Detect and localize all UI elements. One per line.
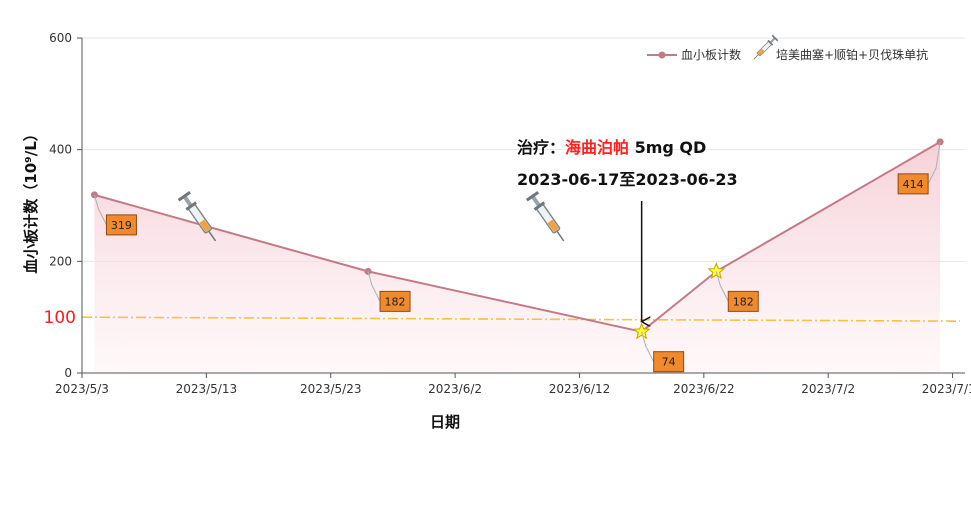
syringe-flange [767, 39, 774, 46]
reference-line-group: 100 [44, 308, 961, 328]
y-tick-label: 600 [49, 31, 72, 45]
data-label: 74 [662, 356, 676, 369]
syringe-flange [185, 201, 197, 211]
syringe-plunger [531, 195, 542, 208]
data-label-leader [927, 141, 941, 185]
annotation-drug: 海曲泊帕 [565, 138, 629, 157]
x-tick-label: 2023/5/3 [55, 382, 109, 396]
data-point-star [707, 262, 726, 280]
data-label: 319 [111, 219, 132, 232]
annotation-line-2: 2023-06-17至2023-06-23 [517, 170, 738, 189]
data-label-leader [641, 331, 655, 362]
data-label-box [653, 351, 685, 373]
x-axis-title: 日期 [430, 413, 460, 431]
reference-line-label: 100 [44, 308, 76, 328]
syringe-needle [753, 54, 759, 60]
x-tick-label: 2023/5/23 [300, 382, 362, 396]
syringe-fluid [199, 219, 211, 232]
syringe-fluid [547, 219, 559, 232]
data-label-box [897, 173, 929, 195]
data-label-leader [715, 271, 729, 302]
syringe-icon [177, 191, 217, 242]
y-axis-title: 血小板计数（10⁹/L） [22, 126, 40, 273]
series-area-fill [94, 141, 941, 373]
syringe-plunger [769, 37, 776, 44]
annotation-line-1: 治疗：海曲泊帕 5mg QD [517, 138, 706, 157]
syringe-fluid [757, 48, 765, 56]
syringe-thumb [771, 34, 779, 42]
data-label-leader [93, 194, 107, 226]
x-tick-label: 2023/5/13 [176, 382, 238, 396]
syringe-needle [208, 230, 217, 242]
y-tick-label: 200 [49, 254, 72, 268]
drug-event-markers [177, 191, 565, 242]
data-label-box [727, 290, 759, 312]
x-tick-label: 2023/6/2 [428, 382, 482, 396]
syringe-plunger [182, 195, 194, 208]
reference-line [81, 316, 961, 322]
data-label: 182 [385, 295, 406, 308]
x-tick-label: 2023/7/12 [922, 382, 971, 396]
data-labels: 319 182 74 182 414 [93, 141, 941, 373]
data-point-star [632, 322, 651, 340]
legend: 血小板计数 培美曲塞+顺铂+贝伐珠单抗 [647, 34, 928, 62]
x-tick-label: 2023/7/2 [801, 382, 855, 396]
syringe-icon [525, 191, 565, 242]
legend-dot-swatch [658, 51, 666, 59]
annotation-dose: 5mg QD [629, 138, 706, 157]
treatment-annotation: 治疗：海曲泊帕 5mg QD 2023-06-17至2023-06-23 [517, 138, 738, 322]
data-label: 414 [903, 178, 924, 191]
syringe-thumb [177, 191, 191, 202]
annotation-prefix: 治疗： [517, 138, 565, 157]
y-tick-label: 400 [49, 143, 72, 157]
data-label-leader [367, 271, 381, 302]
axes: 0 200 400 600 2023/5/3 2023/5/13 2023/5/23 2023… [49, 31, 971, 396]
syringe-thumb [525, 191, 540, 202]
x-tick-label: 2023/6/22 [673, 382, 735, 396]
syringe-needle [556, 230, 565, 242]
syringe-flange [533, 201, 546, 211]
data-label-box [105, 214, 137, 236]
y-tick-label: 0 [64, 366, 72, 380]
legend-drug-label: 培美曲塞+顺铂+贝伐珠单抗 [776, 47, 928, 62]
data-label-box [379, 290, 411, 312]
syringe-icon [753, 34, 779, 60]
x-tick-label: 2023/6/12 [549, 382, 611, 396]
data-label: 182 [733, 295, 754, 308]
legend-series-label: 血小板计数 [681, 47, 741, 62]
